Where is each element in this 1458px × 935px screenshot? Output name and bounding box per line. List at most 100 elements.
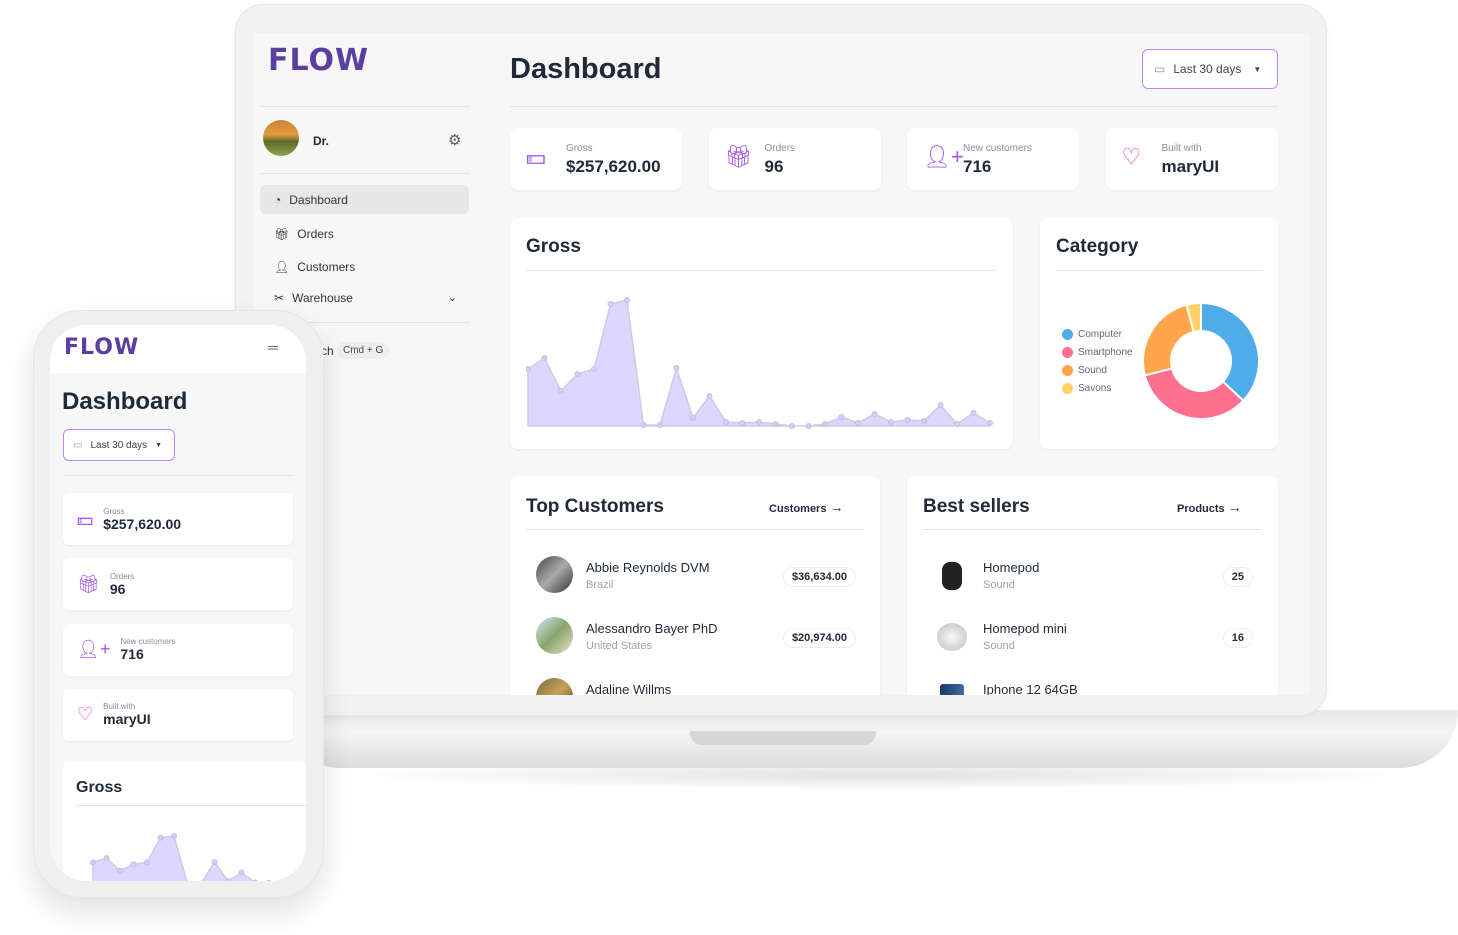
data-point[interactable]	[526, 366, 531, 372]
divider	[260, 322, 470, 323]
data-point[interactable]	[238, 869, 245, 876]
product-row[interactable]: Iphone 12 64GB	[933, 678, 1253, 695]
data-point[interactable]	[130, 861, 137, 868]
legend-item[interactable]: Sound	[1062, 361, 1132, 379]
sidebar-item-dashboard[interactable]: ◔ Dashboard	[260, 185, 469, 214]
stat-value: maryUI	[103, 711, 151, 728]
data-point[interactable]	[987, 420, 993, 426]
sidebar-item-warehouse[interactable]: ✂ Warehouse ⌄	[260, 283, 469, 312]
data-point[interactable]	[888, 419, 894, 425]
customer-amount: $36,634.00	[782, 567, 856, 587]
donut-slice-sound[interactable]	[1142, 303, 1195, 377]
stat-label: New customers	[963, 143, 1032, 154]
sidebar-item-orders[interactable]: 🎁︎ Orders	[260, 219, 469, 248]
customer-row[interactable]: Adaline Willms	[536, 678, 856, 695]
customer-country: United States	[586, 640, 653, 652]
legend-label: Computer	[1078, 328, 1122, 340]
data-point[interactable]	[640, 422, 647, 428]
category-donut-chart	[1142, 301, 1260, 420]
date-filter-select[interactable]: ▭ Last 30 days ▼	[1142, 49, 1278, 89]
customer-amount: $20,974.00	[782, 628, 856, 648]
data-point[interactable]	[574, 371, 581, 377]
data-point[interactable]	[838, 414, 845, 420]
data-point[interactable]	[157, 834, 164, 841]
stat-value: 716	[963, 157, 992, 176]
data-point[interactable]	[144, 859, 150, 866]
data-point[interactable]	[103, 855, 110, 862]
data-point[interactable]	[739, 420, 746, 426]
customers-link[interactable]: Customers →	[769, 499, 844, 515]
data-point[interactable]	[904, 417, 911, 423]
data-point[interactable]	[772, 421, 779, 427]
legend-item[interactable]: Smartphone	[1062, 343, 1132, 361]
customer-row[interactable]: Abbie Reynolds DVM Brazil $36,634.00	[536, 556, 856, 596]
data-point[interactable]	[706, 393, 713, 399]
chevron-down-icon[interactable]: ⌄	[447, 292, 457, 304]
data-point[interactable]	[117, 867, 123, 874]
data-point[interactable]	[970, 410, 977, 416]
data-point[interactable]	[871, 411, 878, 417]
donut-slice-smartphone[interactable]	[1143, 367, 1245, 420]
data-point[interactable]	[954, 421, 960, 427]
data-point[interactable]	[756, 419, 762, 425]
avatar[interactable]	[263, 120, 299, 156]
gross-card: Gross	[63, 762, 306, 881]
data-point[interactable]	[937, 402, 944, 408]
customer-row[interactable]: Alessandro Bayer PhD United States $20,97…	[536, 617, 856, 657]
search-label[interactable]: ch	[321, 344, 334, 358]
data-point[interactable]	[789, 423, 795, 429]
flow-logo[interactable]: FLOW	[64, 335, 140, 360]
phone-screen: FLOW ═ Dashboard ▭ Last 30 days ▼ 💵︎ Gross…	[50, 325, 306, 881]
product-category: Sound	[983, 579, 1015, 591]
flow-logo[interactable]: FLOW	[268, 43, 370, 78]
data-point[interactable]	[225, 877, 231, 881]
stat-value: 96	[109, 580, 126, 597]
wrench-screwdriver-icon: ✂	[274, 290, 285, 305]
product-name: Homepod	[983, 560, 1040, 575]
data-point[interactable]	[624, 297, 630, 303]
gross-title: Gross	[76, 779, 123, 796]
data-point[interactable]	[855, 420, 861, 426]
sidebar-item-customers[interactable]: 👤︎ Customers	[260, 252, 469, 281]
data-point[interactable]	[252, 879, 258, 881]
menu-icon[interactable]: ═	[268, 339, 278, 355]
data-point[interactable]	[171, 833, 177, 840]
divider	[76, 805, 306, 806]
data-point[interactable]	[673, 365, 680, 371]
legend-swatch	[1062, 328, 1073, 340]
stat-value: 96	[764, 157, 784, 176]
legend-item[interactable]: Computer	[1062, 325, 1132, 343]
best-sellers-card: Best sellers Products → Homepod Sound 25 …	[907, 476, 1278, 695]
data-point[interactable]	[822, 421, 828, 427]
data-point[interactable]	[723, 419, 729, 425]
product-row[interactable]: Homepod Sound 25	[933, 556, 1253, 596]
donut-slice-savons[interactable]	[1185, 301, 1202, 334]
product-row[interactable]: Homepod mini Sound 16	[933, 617, 1253, 657]
legend-item[interactable]: Savons	[1062, 379, 1132, 397]
date-filter-select[interactable]: ▭ Last 30 days ▼	[63, 429, 175, 461]
caret-down-icon: ▼	[155, 441, 163, 449]
data-point[interactable]	[541, 355, 548, 361]
products-link[interactable]: Products →	[1177, 499, 1242, 515]
data-point[interactable]	[607, 301, 614, 307]
top-customers-card: Top Customers Customers → Abbie Reynolds…	[510, 476, 880, 695]
data-point[interactable]	[805, 423, 812, 429]
product-count: 25	[1222, 567, 1253, 587]
data-point[interactable]	[657, 422, 663, 428]
donut-slice-computer[interactable]	[1200, 301, 1260, 403]
gross-card: Gross	[510, 218, 1013, 449]
arrow-right-icon: →	[1227, 499, 1242, 515]
data-point[interactable]	[921, 418, 927, 424]
data-point[interactable]	[558, 388, 564, 394]
sidebar-item-label: Dashboard	[289, 192, 348, 207]
calendar-icon: ▭	[73, 439, 83, 451]
data-point[interactable]	[266, 879, 271, 881]
data-point[interactable]	[591, 366, 597, 372]
data-point[interactable]	[90, 859, 96, 866]
data-point[interactable]	[279, 879, 285, 881]
data-point[interactable]	[211, 858, 218, 865]
data-point[interactable]	[690, 415, 696, 421]
stat-label: Gross	[566, 143, 593, 154]
user-name: Dr.	[313, 134, 330, 148]
gear-icon[interactable]: ⚙	[448, 132, 462, 149]
